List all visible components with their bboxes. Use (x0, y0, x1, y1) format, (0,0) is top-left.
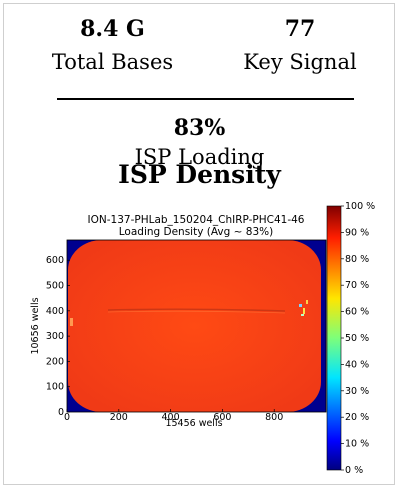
x-tick-label: 600 (213, 412, 231, 423)
total-bases-label: Total Bases (51, 50, 174, 74)
section-title: ISP Density (118, 160, 281, 189)
y-tick-label: 300 (46, 331, 64, 342)
y-tick-label: 200 (46, 356, 64, 367)
y-tick-label: 500 (46, 281, 64, 292)
colorbar-tick-label: 60 % (345, 307, 369, 318)
colorbar-tick-label: 20 % (345, 412, 369, 423)
report-frame (3, 3, 395, 485)
heatmap-edge-artifacts (70, 300, 308, 326)
isp-loading-value: 83% (173, 115, 226, 141)
total-bases-stat: 8.4 G Total Bases (50, 16, 175, 75)
total-bases-value: 8.4 G (80, 16, 145, 42)
key-signal-stat: 77 Key Signal (235, 16, 365, 75)
y-axis: 0 100 200 300 400 500 600 (46, 255, 70, 418)
colorbar-tick-label: 10 % (345, 439, 369, 450)
colorbar (326, 205, 342, 471)
chart-title: ION-137-PHLab_150204_ChIRP-PHC41-46 (87, 214, 305, 226)
chart-subtitle: Loading Density (Avg ~ 83%) (118, 226, 274, 238)
y-axis-label: 10656 wells (30, 297, 41, 354)
colorbar-tick-label: 0 % (345, 465, 363, 476)
colorbar-tick-label: 70 % (345, 280, 369, 291)
x-tick-label: 400 (162, 412, 180, 423)
key-signal-value: 77 (284, 16, 316, 42)
colorbar-ticks: 0 % 10 % 20 % 30 % 40 % 50 % 60 % 70 % 80 % 90 % 1… (341, 201, 375, 476)
colorbar-tick-label: 100 % (345, 201, 375, 212)
x-tick-label: 0 (64, 412, 70, 423)
y-tick-label: 600 (46, 255, 64, 266)
x-axis: 0 200 400 600 800 (64, 409, 283, 423)
key-signal-label: Key Signal (243, 50, 357, 74)
colorbar-tick-label: 40 % (345, 359, 369, 370)
heatmap-streak-highlight (107, 310, 286, 314)
y-tick-label: 0 (58, 407, 64, 418)
stats-divider (57, 98, 354, 100)
y-tick-label: 400 (46, 306, 64, 317)
colorbar-tick-label: 90 % (345, 227, 369, 238)
heatmap-streak (107, 308, 286, 312)
x-tick-label: 800 (265, 412, 283, 423)
colorbar-tick-label: 80 % (345, 254, 369, 265)
colorbar-tick-label: 30 % (345, 386, 369, 397)
y-tick-label: 100 (46, 382, 64, 393)
colorbar-tick-label: 50 % (345, 333, 369, 344)
heatmap-chip (68, 240, 321, 412)
x-axis-label: 15456 wells (165, 418, 222, 429)
x-tick-label: 200 (110, 412, 128, 423)
isp-loading-label: ISP Loading (134, 145, 265, 169)
plot-frame (66, 239, 327, 413)
